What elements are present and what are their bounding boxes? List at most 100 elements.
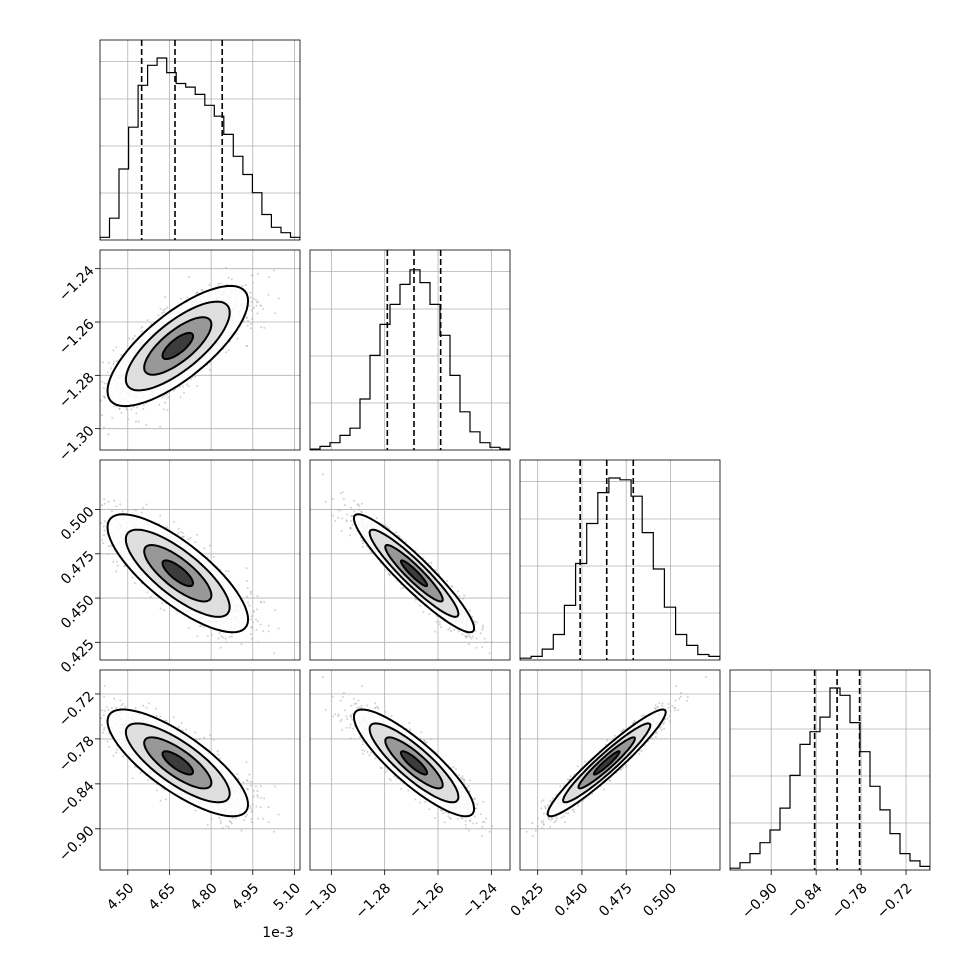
- sample-point: [115, 560, 118, 563]
- sample-point: [163, 394, 166, 397]
- sample-point: [274, 609, 277, 612]
- sample-point: [187, 626, 190, 629]
- sample-point: [113, 499, 116, 502]
- sample-point: [438, 623, 441, 626]
- sample-point: [118, 408, 121, 411]
- sample-point: [247, 601, 249, 604]
- sample-point: [248, 604, 251, 607]
- sample-point: [256, 312, 259, 315]
- sample-point: [161, 602, 164, 605]
- sample-point: [112, 349, 115, 352]
- sample-point: [273, 269, 276, 272]
- sample-point: [103, 396, 106, 398]
- sample-point: [334, 520, 337, 522]
- sample-point: [256, 595, 259, 597]
- sample-point: [248, 304, 251, 307]
- sample-point: [103, 520, 106, 523]
- sample-point: [246, 595, 248, 598]
- sample-point: [255, 304, 258, 307]
- sample-point: [178, 385, 181, 388]
- sample-point: [230, 635, 233, 638]
- sample-point: [145, 503, 148, 506]
- sample-point: [167, 396, 170, 399]
- sample-point: [255, 299, 257, 301]
- sample-point: [219, 646, 222, 649]
- sample-point: [236, 337, 239, 340]
- sample-point: [115, 359, 118, 362]
- sample-point: [249, 592, 252, 595]
- sample-point: [187, 538, 190, 541]
- sample-point: [136, 406, 139, 409]
- sample-point: [102, 387, 105, 390]
- sample-point: [132, 406, 135, 408]
- sample-point: [351, 523, 354, 526]
- sample-point: [120, 411, 123, 414]
- sample-point: [113, 405, 116, 408]
- sample-point: [107, 433, 110, 436]
- sample-point: [110, 510, 113, 513]
- sample-point: [177, 527, 180, 530]
- sample-point: [141, 326, 144, 329]
- sample-point: [145, 423, 148, 426]
- sample-point: [102, 361, 104, 364]
- sample-point: [200, 289, 203, 291]
- sample-point: [267, 624, 270, 627]
- sample-point: [146, 591, 149, 594]
- sample-point: [488, 652, 491, 655]
- sample-point: [250, 626, 253, 629]
- sample-point: [196, 291, 199, 294]
- sample-point: [173, 389, 175, 392]
- sample-point: [111, 416, 114, 419]
- sample-point: [103, 382, 106, 385]
- sample-point: [130, 408, 133, 411]
- sample-point: [203, 547, 206, 550]
- sample-point: [332, 514, 335, 517]
- sample-point: [245, 345, 248, 348]
- sample-point: [256, 608, 259, 611]
- sample-point: [194, 292, 197, 295]
- sample-point: [273, 652, 276, 655]
- sample-point: [161, 396, 164, 399]
- sample-point: [249, 327, 252, 330]
- sample-point: [221, 636, 224, 639]
- sample-point: [262, 630, 265, 633]
- sample-point: [228, 635, 231, 638]
- sample-point: [256, 301, 259, 304]
- sample-point: [161, 312, 164, 314]
- sample-point: [217, 282, 220, 285]
- sample-point: [164, 308, 167, 311]
- sample-point: [219, 282, 222, 285]
- sample-point: [118, 407, 121, 410]
- sample-point: [165, 526, 168, 529]
- sample-point: [119, 503, 122, 506]
- sample-point: [249, 633, 252, 636]
- sample-point: [250, 301, 253, 303]
- sample-point: [142, 408, 145, 410]
- sample-point: [349, 520, 352, 522]
- sample-point: [135, 412, 138, 415]
- sample-point: [115, 570, 118, 573]
- sample-point: [128, 337, 131, 340]
- sample-point: [260, 304, 262, 307]
- sample-point: [102, 395, 105, 398]
- sample-point: [107, 545, 110, 548]
- sample-point: [245, 567, 248, 570]
- sample-point: [115, 346, 118, 349]
- sample-point: [157, 314, 160, 317]
- sample-point: [220, 635, 223, 638]
- sample-point: [137, 420, 140, 423]
- sample-point: [181, 531, 184, 534]
- sample-point: [109, 367, 112, 370]
- sample-point: [224, 637, 227, 640]
- sample-point: [208, 283, 211, 286]
- sample-point: [101, 380, 104, 383]
- sample-point: [227, 276, 230, 279]
- sample-point: [468, 633, 470, 636]
- sample-point: [158, 403, 161, 406]
- sample-point: [189, 378, 192, 381]
- sample-point: [159, 514, 162, 517]
- sample-point: [361, 542, 364, 545]
- sample-point: [179, 530, 182, 533]
- sample-point: [471, 615, 474, 618]
